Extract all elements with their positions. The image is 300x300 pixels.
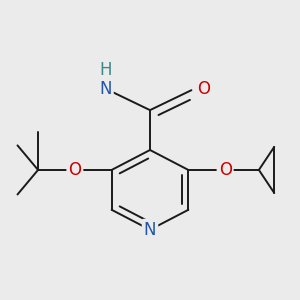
Text: N: N [144, 221, 156, 239]
Text: O: O [219, 161, 232, 179]
Text: H: H [99, 61, 112, 79]
Text: N: N [99, 80, 112, 98]
Text: O: O [68, 161, 81, 179]
Text: O: O [197, 80, 210, 98]
